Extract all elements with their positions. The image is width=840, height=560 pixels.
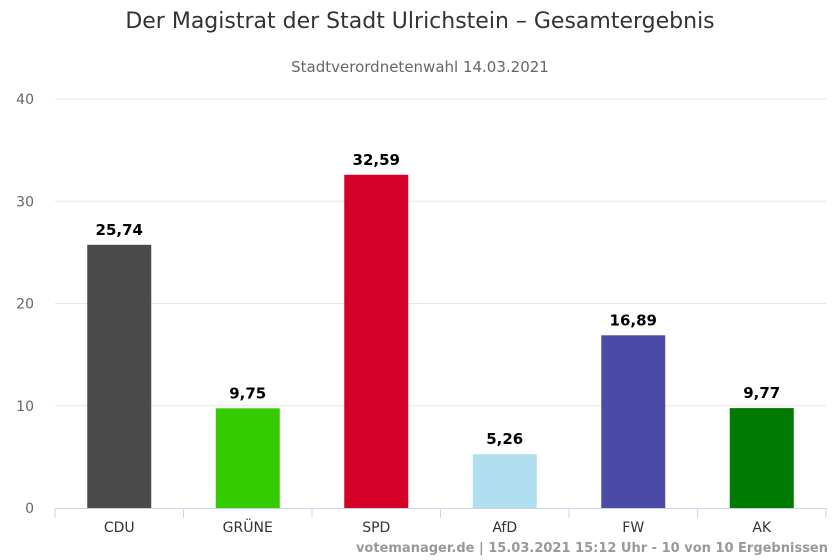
data-label: 16,89 <box>610 311 657 329</box>
y-tick-label: 30 <box>16 194 34 210</box>
bar-spd <box>344 174 409 508</box>
y-tick-label: 40 <box>16 92 34 108</box>
x-tick-label: FW <box>622 520 644 536</box>
x-axis: CDU GRÜNE SPD AfD FW AK <box>54 508 827 536</box>
data-label: 5,26 <box>486 430 523 448</box>
bar-grüne <box>215 408 280 508</box>
data-label: 32,59 <box>353 151 400 169</box>
y-tick-label: 20 <box>16 297 34 313</box>
x-tick-label: AfD <box>492 520 517 536</box>
x-tick-label: GRÜNE <box>223 518 273 536</box>
y-axis-tick-labels: 0 10 20 30 40 <box>16 92 34 517</box>
y-tick-label: 10 <box>16 399 34 415</box>
x-tick-label: SPD <box>362 520 390 536</box>
credit-text: votemanager.de | 15.03.2021 15:12 Uhr - … <box>355 541 828 556</box>
data-label: 9,77 <box>743 384 780 402</box>
x-tick-label: CDU <box>104 520 135 536</box>
chart-subtitle: Stadtverordnetenwahl 14.03.2021 <box>291 58 549 76</box>
data-label: 9,75 <box>229 384 266 402</box>
bar-ak <box>729 408 794 508</box>
chart-title: Der Magistrat der Stadt Ulrichstein – Ge… <box>125 9 715 34</box>
bar-afd <box>472 454 537 508</box>
data-labels: 25,74 9,75 32,59 5,26 16,89 9,77 <box>96 151 781 448</box>
bar-fw <box>601 335 666 508</box>
x-tick-label: AK <box>752 520 772 536</box>
bars <box>87 174 794 508</box>
gridlines <box>55 98 826 407</box>
y-tick-label: 0 <box>25 501 34 517</box>
data-label: 25,74 <box>96 221 143 239</box>
bar-cdu <box>87 244 152 508</box>
